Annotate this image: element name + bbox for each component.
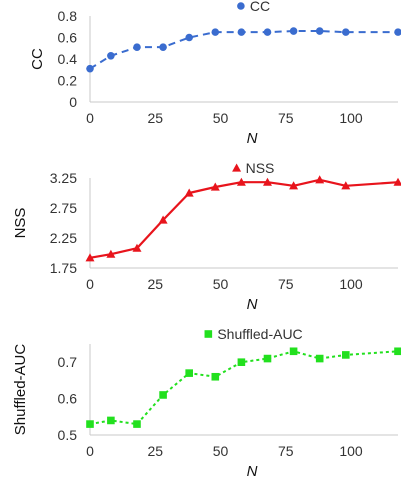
series-line xyxy=(89,178,399,259)
data-point xyxy=(289,27,298,35)
data-point xyxy=(85,253,95,262)
y-axis-title: CC xyxy=(29,48,46,70)
x-tick-label: 75 xyxy=(278,443,294,459)
x-axis-title: N xyxy=(247,130,258,147)
x-tick-label: 100 xyxy=(339,276,363,292)
x-tick-label: 75 xyxy=(278,110,294,126)
x-tick-label: 25 xyxy=(147,276,163,292)
y-tick-label: 2.75 xyxy=(50,200,77,216)
x-axis-title: N xyxy=(247,296,258,313)
data-point xyxy=(133,420,141,428)
y-axis-title: NSS xyxy=(12,208,29,239)
data-point xyxy=(185,369,193,377)
legend-marker xyxy=(204,330,213,338)
x-tick-label: 100 xyxy=(339,443,363,459)
data-point xyxy=(86,420,94,428)
y-tick-label: 0.6 xyxy=(58,30,78,46)
x-tick-label: 25 xyxy=(147,443,163,459)
legend-label: Shuffled-AUC xyxy=(217,326,302,342)
data-point xyxy=(211,372,220,381)
data-point xyxy=(237,358,246,366)
y-tick-label: 3.25 xyxy=(50,170,77,186)
x-tick-label: 50 xyxy=(213,276,229,292)
y-tick-label: 1.75 xyxy=(50,260,77,276)
data-point xyxy=(315,175,325,184)
data-point xyxy=(107,416,115,425)
data-point xyxy=(315,27,324,35)
data-point xyxy=(315,354,324,363)
data-point xyxy=(158,215,168,224)
data-point xyxy=(86,64,94,73)
x-tick-label: 0 xyxy=(86,110,94,126)
x-tick-label: 50 xyxy=(213,110,229,126)
legend-label: CC xyxy=(250,0,270,14)
data-point xyxy=(341,351,350,359)
data-point xyxy=(263,354,272,363)
x-tick-label: 0 xyxy=(86,276,94,292)
y-tick-label: 0.2 xyxy=(58,73,78,89)
data-point xyxy=(133,43,141,51)
data-point xyxy=(185,33,193,42)
y-tick-label: 2.25 xyxy=(50,230,77,246)
data-point xyxy=(236,177,246,186)
legend-marker xyxy=(237,2,245,10)
data-point xyxy=(237,28,246,36)
data-point xyxy=(262,177,272,186)
x-axis-title: N xyxy=(247,463,258,480)
chart-panel-2: 1.75 2.25 2.75 3.25 0 25 50 75 100 N NSS NSS xyxy=(12,160,401,313)
series-line xyxy=(89,350,399,426)
y-tick-label: 0.7 xyxy=(58,354,78,370)
y-tick-label: 0 xyxy=(69,94,77,110)
y-tick-label: 0.4 xyxy=(58,51,78,67)
data-point xyxy=(289,347,298,356)
x-tick-label: 50 xyxy=(213,443,229,459)
y-axis-title: Shuffled-AUC xyxy=(12,344,29,436)
data-point xyxy=(394,28,401,36)
x-tick-label: 75 xyxy=(278,276,294,292)
data-point xyxy=(159,43,167,51)
y-tick-label: 0.8 xyxy=(58,8,78,24)
data-point xyxy=(393,177,401,186)
data-point xyxy=(341,28,350,36)
chart-panel-3: 0.5 0.6 0.7 0 25 50 75 100 N Shuffled-AUC Shuffled… xyxy=(12,326,401,480)
y-tick-label: 0.6 xyxy=(58,391,78,407)
data-point xyxy=(211,28,220,36)
data-point xyxy=(289,181,299,190)
y-tick-label: 0.5 xyxy=(58,427,78,443)
data-point xyxy=(263,28,272,36)
data-point xyxy=(210,182,220,191)
chart-panel-1: 0 0.2 0.4 0.6 0.8 0 25 50 75 100 N CC CC xyxy=(29,0,401,147)
legend-marker xyxy=(232,163,242,172)
x-tick-label: 25 xyxy=(147,110,163,126)
data-point xyxy=(107,51,115,60)
series-line xyxy=(89,30,398,70)
data-point xyxy=(184,188,194,197)
x-tick-label: 0 xyxy=(86,443,94,459)
x-tick-label: 100 xyxy=(339,110,363,126)
legend-label: NSS xyxy=(246,160,275,176)
data-point xyxy=(106,249,116,258)
data-point xyxy=(341,181,351,190)
data-point xyxy=(159,391,167,399)
data-point xyxy=(394,347,401,356)
data-point xyxy=(132,243,142,252)
